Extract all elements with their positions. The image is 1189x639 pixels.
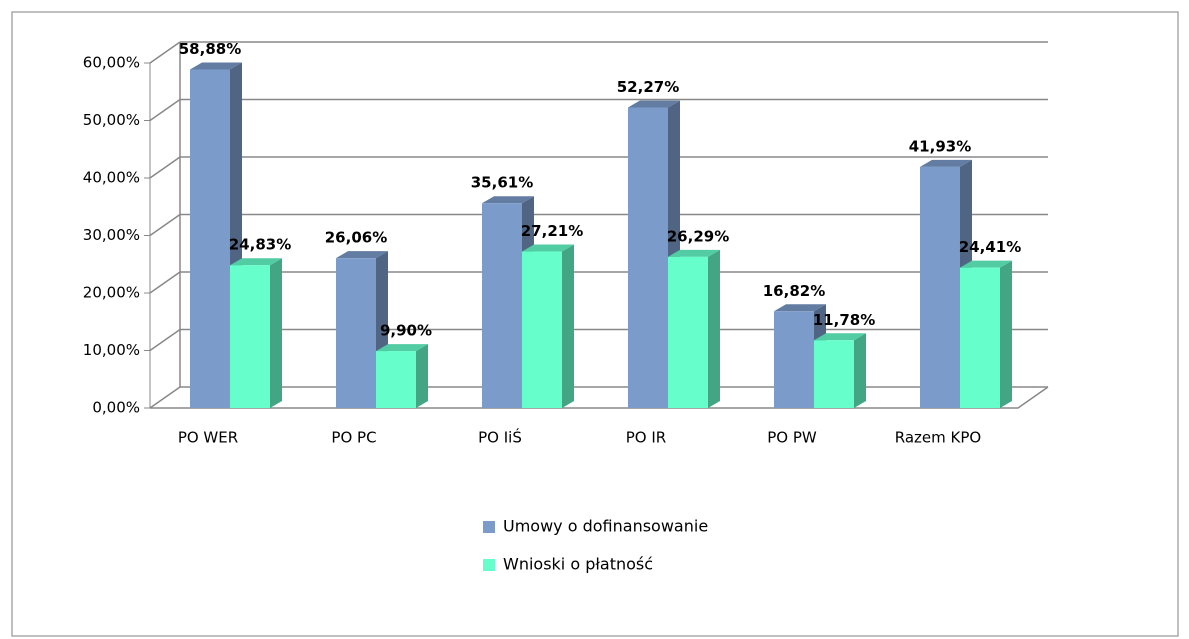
y-tick-label: 20,00% [83, 284, 140, 302]
bar-top [336, 251, 388, 259]
y-tick-label: 50,00% [83, 111, 140, 129]
x-tick-label: PO WER [178, 429, 238, 447]
grid-line [149, 213, 181, 237]
bar-top [190, 62, 242, 70]
x-tick-label: PO PC [331, 429, 376, 447]
bar-front [230, 265, 270, 408]
bar-top [628, 100, 680, 108]
bar [668, 249, 720, 408]
bar-top [522, 244, 574, 252]
value-label: 52,27% [617, 78, 679, 96]
bar-side [854, 333, 866, 408]
bar-front [628, 107, 668, 408]
bar-side [708, 249, 720, 408]
grid-line [149, 98, 181, 122]
bar-top [920, 159, 972, 167]
value-label: 35,61% [471, 174, 533, 192]
bar-front [774, 311, 814, 408]
x-tick-label: Razem KPO [895, 429, 981, 447]
y-tick-label: 10,00% [83, 341, 140, 359]
bar-side [416, 344, 428, 408]
bar-front [920, 166, 960, 408]
bar-front [482, 203, 522, 408]
value-label: 9,90% [380, 322, 432, 340]
value-label: 26,29% [667, 227, 729, 245]
bar-top [814, 333, 866, 341]
bar [814, 333, 866, 408]
y-tick-label: 0,00% [92, 399, 140, 417]
bar-front [960, 267, 1000, 408]
bar-front [376, 351, 416, 408]
bar-top [774, 304, 826, 312]
y-tick-label: 30,00% [83, 226, 140, 244]
value-label: 41,93% [909, 137, 971, 155]
legend-label: Umowy o dofinansowanie [503, 517, 708, 536]
bar [376, 344, 428, 408]
grid-line [149, 271, 181, 294]
legend-label: Wnioski o płatność [503, 555, 653, 574]
x-tick-label: PO PW [767, 429, 817, 447]
bar-side [562, 244, 574, 408]
bar-front [814, 340, 854, 408]
value-label: 24,41% [959, 238, 1021, 256]
bar-front [190, 69, 230, 408]
legend-swatch [483, 559, 495, 571]
value-label: 26,06% [325, 229, 387, 247]
floor [150, 386, 1049, 409]
value-label: 27,21% [521, 222, 583, 240]
bar-front [668, 256, 708, 408]
bar [230, 258, 282, 408]
chart-frame [11, 11, 1179, 637]
value-label: 16,82% [763, 282, 825, 300]
bar-front [522, 251, 562, 408]
value-label: 58,88% [179, 40, 241, 58]
bar-top [230, 258, 282, 266]
legend-swatch [483, 521, 495, 533]
bar-front [336, 258, 376, 408]
bar-top [376, 344, 428, 352]
y-tick-label: 60,00% [83, 54, 140, 72]
bar-side [270, 258, 282, 408]
bar-top [668, 249, 720, 257]
bar-side [1000, 260, 1012, 408]
x-tick-label: PO IR [626, 429, 666, 447]
grid-line [149, 386, 181, 409]
value-label: 11,78% [813, 311, 875, 329]
grid-line [149, 41, 181, 64]
value-label: 24,83% [229, 236, 291, 254]
y-tick-label: 40,00% [83, 169, 140, 187]
bar-top [482, 196, 534, 204]
bar [522, 244, 574, 408]
grid-line [149, 156, 181, 179]
bar-top [960, 260, 1012, 268]
grid-line [149, 328, 181, 352]
x-tick-label: PO IiŚ [478, 428, 522, 447]
bar [960, 260, 1012, 408]
